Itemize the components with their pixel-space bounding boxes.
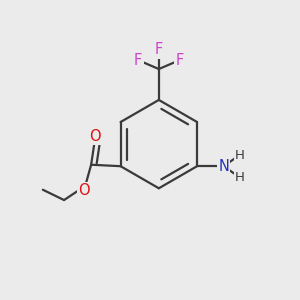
Text: O: O	[78, 183, 90, 198]
Text: N: N	[218, 159, 229, 174]
Text: F: F	[155, 42, 163, 57]
Text: F: F	[134, 53, 142, 68]
Text: H: H	[235, 171, 245, 184]
Text: H: H	[235, 148, 245, 161]
Text: O: O	[89, 129, 100, 144]
Text: F: F	[175, 53, 184, 68]
